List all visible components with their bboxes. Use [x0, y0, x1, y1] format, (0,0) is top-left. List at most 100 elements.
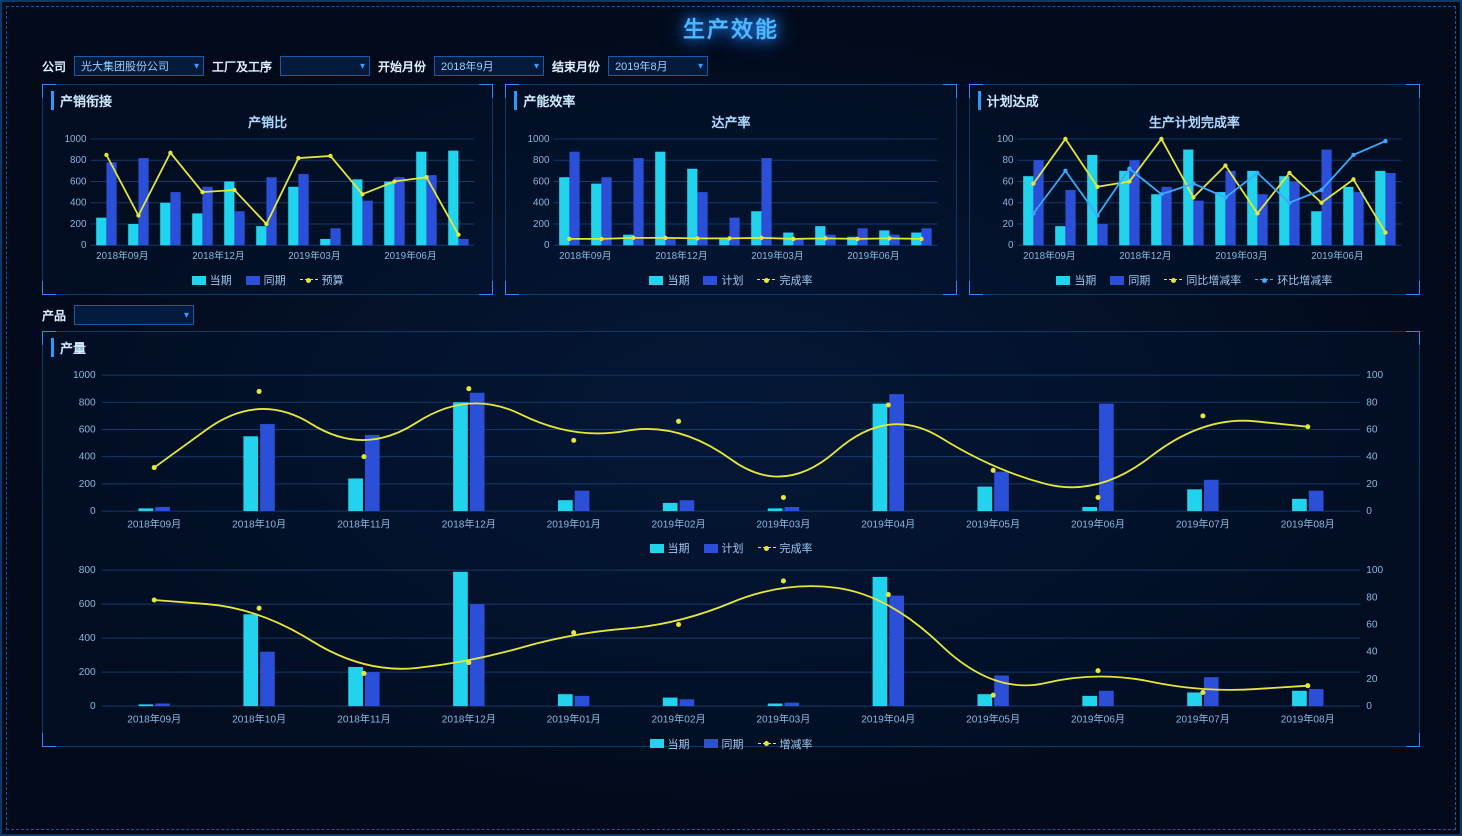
panel1-chart: 0 200 400 600 800 1000 2018年09月 2018年12月 2019年03… [51, 135, 484, 263]
svg-text:2019年03月: 2019年03月 [1215, 249, 1267, 262]
svg-text:600: 600 [79, 600, 96, 611]
svg-text:2018年12月: 2018年12月 [656, 249, 708, 262]
svg-text:60: 60 [1366, 620, 1378, 631]
svg-text:600: 600 [70, 176, 87, 187]
svg-text:0: 0 [1366, 506, 1372, 517]
svg-text:0: 0 [81, 240, 87, 251]
svg-text:0: 0 [544, 240, 550, 251]
company-dropdown[interactable]: 光大集团股份公司 [74, 56, 204, 76]
svg-text:2018年11月: 2018年11月 [337, 713, 390, 726]
svg-text:2019年01月: 2019年01月 [547, 713, 601, 726]
panel3-title: 计划达成 [978, 91, 1411, 110]
svg-text:1000: 1000 [528, 135, 550, 145]
company-label: 公司 [42, 58, 66, 75]
panel3-legend: 当期 同期 同比增减率 环比增减率 [978, 268, 1411, 290]
svg-text:2018年09月: 2018年09月 [560, 249, 612, 262]
panel1-title: 产销衔接 [51, 91, 484, 110]
svg-text:2018年09月: 2018年09月 [127, 517, 181, 530]
panel1-legend: 当期 同期 预算 [51, 268, 484, 290]
svg-text:2019年06月: 2019年06月 [384, 249, 436, 262]
svg-text:2018年11月: 2018年11月 [337, 517, 390, 530]
big-chart-b-legend: 当期 同期 增减率 [51, 732, 1411, 754]
svg-text:2019年02月: 2019年02月 [652, 713, 706, 726]
big-panel-title: 产量 [51, 338, 1411, 357]
svg-text:0: 0 [90, 506, 96, 517]
svg-text:80: 80 [1366, 397, 1378, 408]
svg-text:2019年03月: 2019年03月 [756, 517, 810, 530]
page-title: 生产效能 [2, 2, 1460, 52]
svg-text:2018年10月: 2018年10月 [232, 517, 286, 530]
svg-text:2019年03月: 2019年03月 [288, 249, 340, 262]
svg-text:800: 800 [70, 155, 87, 166]
big-chart-a-legend: 当期 计划 完成率 [51, 536, 1411, 558]
big-chart-a: 020040060080010000204060801002018年09月201… [51, 369, 1411, 531]
panel2-chart: 0 200 400 600 800 1000 2018年09月 2018年12月 2019年03… [514, 135, 947, 263]
svg-text:400: 400 [533, 198, 550, 209]
svg-text:200: 200 [70, 219, 87, 230]
svg-text:800: 800 [79, 397, 96, 408]
svg-text:800: 800 [533, 155, 550, 166]
end-month-dropdown[interactable]: 2019年8月 [608, 56, 708, 76]
svg-text:2019年06月: 2019年06月 [848, 249, 900, 262]
svg-text:0: 0 [90, 702, 96, 713]
svg-text:40: 40 [1366, 647, 1378, 658]
svg-text:2018年09月: 2018年09月 [127, 713, 181, 726]
svg-text:400: 400 [79, 634, 96, 645]
svg-text:100: 100 [1366, 566, 1383, 577]
svg-text:2019年07月: 2019年07月 [1176, 517, 1230, 530]
svg-text:100: 100 [1366, 370, 1383, 381]
svg-text:2019年03月: 2019年03月 [752, 249, 804, 262]
start-month-label: 开始月份 [378, 58, 426, 75]
svg-text:200: 200 [533, 219, 550, 230]
svg-text:2018年12月: 2018年12月 [192, 249, 244, 262]
svg-text:2019年07月: 2019年07月 [1176, 713, 1230, 726]
start-month-dropdown[interactable]: 2018年9月 [434, 56, 544, 76]
product-label: 产品 [42, 307, 66, 324]
factory-dropdown[interactable] [280, 56, 370, 76]
filter-bar-mid: 产品 [2, 295, 1460, 331]
svg-text:2019年05月: 2019年05月 [966, 517, 1020, 530]
svg-text:60: 60 [1002, 176, 1013, 187]
svg-text:0: 0 [1008, 240, 1014, 251]
big-chart-b: 0 200 400 600 800 0 20 40 60 80 100 2018年09月 2018年10… [51, 564, 1411, 726]
svg-text:600: 600 [533, 176, 550, 187]
svg-text:80: 80 [1002, 155, 1013, 166]
svg-text:2019年01月: 2019年01月 [547, 517, 601, 530]
svg-text:80: 80 [1366, 593, 1378, 604]
svg-text:20: 20 [1002, 219, 1013, 230]
svg-text:20: 20 [1366, 479, 1378, 490]
svg-text:600: 600 [79, 425, 96, 436]
svg-text:2018年12月: 2018年12月 [1119, 249, 1171, 262]
svg-text:20: 20 [1366, 674, 1378, 685]
svg-text:2018年10月: 2018年10月 [232, 713, 286, 726]
product-dropdown[interactable] [74, 305, 194, 325]
panel-capacity-efficiency: 产能效率 达产率 020040060080010002018年09月2018年1… [505, 84, 956, 295]
filter-bar-top: 公司 光大集团股份公司 工厂及工序 开始月份 2018年9月 结束月份 2019… [2, 52, 1460, 84]
svg-text:400: 400 [79, 452, 96, 463]
panel3-chart: 0204060801002018年09月2018年12月2019年03月2019… [978, 135, 1411, 263]
svg-text:2019年05月: 2019年05月 [966, 713, 1020, 726]
svg-text:2019年06月: 2019年06月 [1311, 249, 1363, 262]
svg-text:40: 40 [1366, 452, 1378, 463]
svg-text:1000: 1000 [73, 370, 96, 381]
svg-text:2018年12月: 2018年12月 [442, 517, 496, 530]
svg-text:0: 0 [1366, 702, 1372, 713]
svg-text:2019年06月: 2019年06月 [1071, 517, 1125, 530]
svg-text:2019年03月: 2019年03月 [756, 713, 810, 726]
svg-text:2018年12月: 2018年12月 [442, 713, 496, 726]
svg-text:1000: 1000 [65, 135, 87, 145]
svg-text:200: 200 [79, 668, 96, 679]
panel2-legend: 当期 计划 完成率 [514, 268, 947, 290]
svg-text:2018年09月: 2018年09月 [1023, 249, 1075, 262]
panel3-chart-title: 生产计划完成率 [978, 112, 1411, 131]
panel2-title: 产能效率 [514, 91, 947, 110]
svg-text:200: 200 [79, 479, 96, 490]
svg-text:2019年08月: 2019年08月 [1281, 517, 1335, 530]
svg-text:2019年06月: 2019年06月 [1071, 713, 1125, 726]
svg-text:800: 800 [79, 566, 96, 577]
svg-text:2019年04月: 2019年04月 [861, 517, 915, 530]
svg-text:2019年08月: 2019年08月 [1281, 713, 1335, 726]
svg-text:400: 400 [70, 198, 87, 209]
panel-plan-completion: 计划达成 生产计划完成率 0204060801002018年09月2018年12… [969, 84, 1420, 295]
svg-text:2018年09月: 2018年09月 [96, 249, 148, 262]
